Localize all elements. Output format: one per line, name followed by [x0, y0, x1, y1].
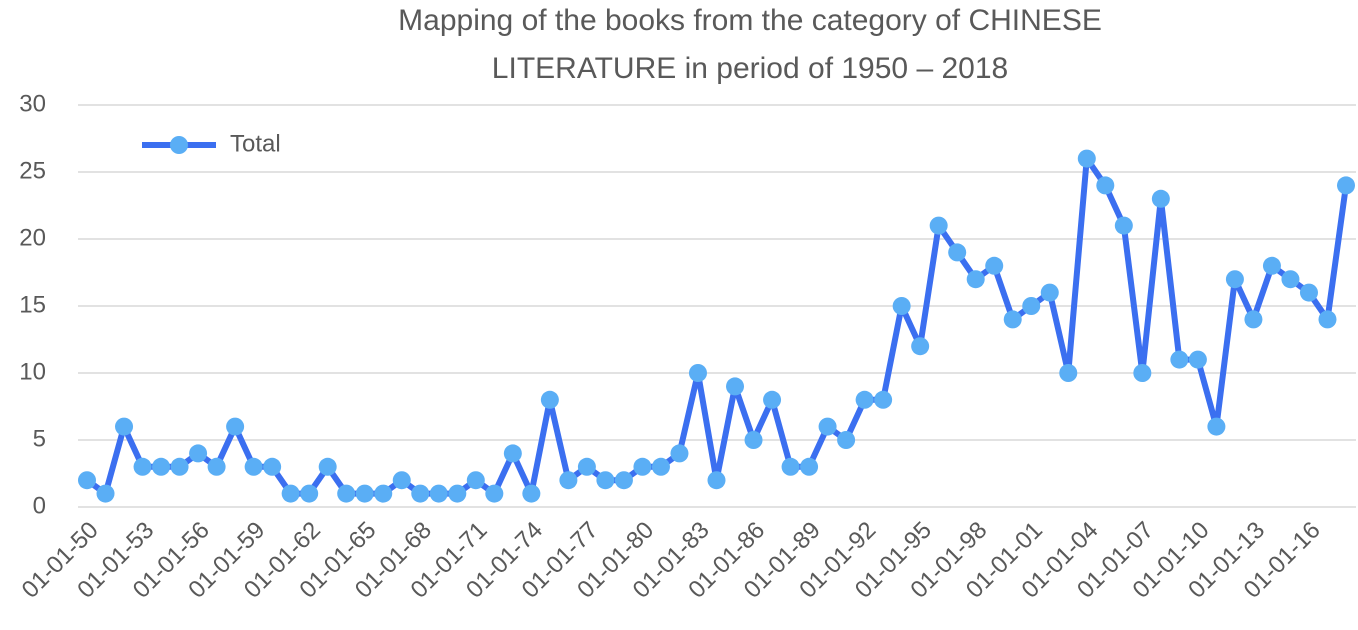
data-point [78, 471, 96, 490]
data-point [170, 457, 189, 476]
data-point [577, 457, 596, 476]
data-point [855, 390, 874, 409]
data-point [1337, 176, 1355, 195]
data-point [226, 417, 245, 436]
data-point [1151, 189, 1170, 208]
data-point [355, 484, 374, 503]
y-tick-label: 30 [19, 90, 46, 117]
data-point [781, 457, 800, 476]
data-point [1262, 256, 1281, 275]
data-point [1170, 350, 1189, 369]
data-point [763, 390, 782, 409]
data-point [503, 444, 522, 463]
data-point [429, 484, 448, 503]
data-point [1040, 283, 1059, 302]
data-point [152, 457, 171, 476]
data-point [115, 417, 134, 436]
y-tick-label: 20 [19, 224, 46, 251]
data-point [337, 484, 356, 503]
y-tick-label: 10 [19, 358, 46, 385]
chart-title: Mapping of the books from the category o… [398, 4, 1102, 37]
data-point [1299, 283, 1318, 302]
data-point [726, 377, 745, 396]
data-point [448, 484, 467, 503]
data-point [929, 216, 948, 235]
data-point [318, 457, 337, 476]
y-tick-label: 0 [33, 492, 46, 519]
data-point [800, 457, 819, 476]
data-point [133, 457, 152, 476]
chart-title: LITERATURE in period of 1950 – 2018 [492, 52, 1008, 85]
data-point [1022, 297, 1041, 315]
data-point [522, 484, 541, 503]
data-point [614, 471, 633, 490]
y-tick-label: 25 [19, 157, 46, 184]
data-point [1207, 417, 1226, 436]
data-point [911, 337, 930, 356]
data-point [392, 471, 411, 490]
data-point [1244, 310, 1263, 329]
data-point [244, 457, 263, 476]
data-point [818, 417, 837, 436]
data-point [189, 444, 208, 463]
data-point [948, 243, 967, 262]
data-point [1281, 270, 1300, 289]
data-point [874, 390, 893, 409]
data-point [966, 270, 985, 289]
legend-marker [170, 136, 188, 154]
data-point [374, 484, 393, 503]
data-point [744, 431, 763, 449]
data-point [1133, 364, 1152, 382]
data-point [1003, 310, 1022, 329]
series-line [85, 155, 1349, 497]
data-point [1188, 350, 1207, 369]
data-point [985, 256, 1004, 275]
data-point [1225, 270, 1244, 289]
data-point [96, 484, 115, 503]
data-point [485, 484, 504, 503]
legend-label: Total [230, 130, 281, 157]
data-point [1077, 149, 1096, 168]
data-point [263, 457, 282, 476]
data-point [651, 457, 670, 476]
data-point [707, 471, 726, 490]
data-point [300, 484, 319, 503]
data-point [892, 297, 911, 315]
data-point [411, 484, 430, 503]
data-point [837, 431, 856, 449]
data-point [633, 457, 652, 476]
data-point [1096, 176, 1115, 195]
data-point [688, 364, 707, 382]
data-point [596, 471, 615, 490]
y-tick-label: 15 [19, 291, 46, 318]
data-point [670, 444, 689, 463]
y-tick-label: 5 [33, 425, 46, 452]
data-point [207, 457, 226, 476]
data-point [466, 471, 485, 490]
data-point [559, 471, 578, 490]
data-point [281, 484, 300, 503]
data-point [540, 390, 559, 409]
data-point [1318, 310, 1337, 329]
data-point [1059, 364, 1078, 382]
data-point [1114, 216, 1133, 235]
